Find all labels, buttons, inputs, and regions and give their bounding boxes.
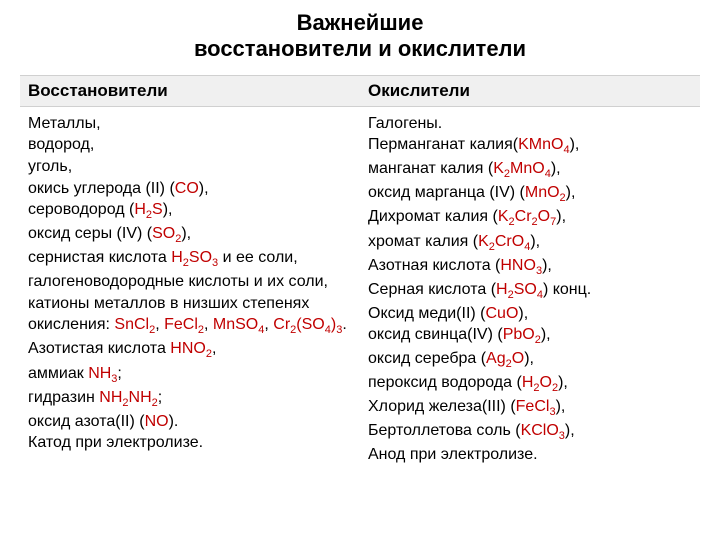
list-item: Катод при электролизе.: [28, 432, 352, 454]
list-item: аммиак NH3;: [28, 363, 352, 387]
redox-table: Восстановители Окислители Металлы,водоро…: [20, 75, 700, 472]
list-item: Галогены.: [368, 113, 692, 135]
list-item: галогеноводородные кислоты и их соли,: [28, 271, 352, 293]
title-line-1: Важнейшие: [297, 10, 424, 35]
list-item: оксид серы (IV) (SO2),: [28, 223, 352, 247]
list-item: сернистая кислота H2SO3 и ее соли,: [28, 247, 352, 271]
list-item: манганат калия (K2MnO4),: [368, 158, 692, 182]
header-reducers: Восстановители: [20, 75, 360, 106]
list-item: оксид азота(II) (NO).: [28, 411, 352, 433]
list-item: оксид свинца(IV) (PbO2),: [368, 324, 692, 348]
list-item: Азотистая кислота HNO2,: [28, 338, 352, 362]
list-item: водород,: [28, 134, 352, 156]
list-item: хромат калия (K2CrO4),: [368, 231, 692, 255]
list-item: Перманганат калия(KMnO4),: [368, 134, 692, 158]
header-oxidizers: Окислители: [360, 75, 700, 106]
reducers-cell: Металлы,водород,уголь,окись углерода (II…: [20, 106, 360, 472]
list-item: Оксид меди(II) (CuO),: [368, 303, 692, 325]
title-line-2: восстановители и окислители: [194, 36, 526, 61]
list-item: Металлы,: [28, 113, 352, 135]
list-item: уголь,: [28, 156, 352, 178]
list-item: окись углерода (II) (CO),: [28, 178, 352, 200]
page-title: Важнейшие восстановители и окислители: [20, 10, 700, 63]
list-item: Серная кислота (H2SO4) конц.: [368, 279, 692, 303]
list-item: Хлорид железа(III) (FeCl3),: [368, 396, 692, 420]
oxidizers-cell: Галогены.Перманганат калия(KMnO4),манган…: [360, 106, 700, 472]
list-item: пероксид водорода (H2O2),: [368, 372, 692, 396]
list-item: Азотная кислота (HNO3),: [368, 255, 692, 279]
list-item: Бертоллетова соль (KClO3),: [368, 420, 692, 444]
list-item: гидразин NH2NH2;: [28, 387, 352, 411]
list-item: Дихромат калия (K2Cr2O7),: [368, 206, 692, 230]
list-item: оксид серебра (Ag2O),: [368, 348, 692, 372]
list-item: окисления: SnCl2, FeCl2, MnSO4, Cr2(SO4)…: [28, 314, 352, 338]
list-item: Анод при электролизе.: [368, 444, 692, 466]
list-item: катионы металлов в низших степенях: [28, 293, 352, 315]
list-item: сероводород (H2S),: [28, 199, 352, 223]
list-item: оксид марганца (IV) (MnO2),: [368, 182, 692, 206]
